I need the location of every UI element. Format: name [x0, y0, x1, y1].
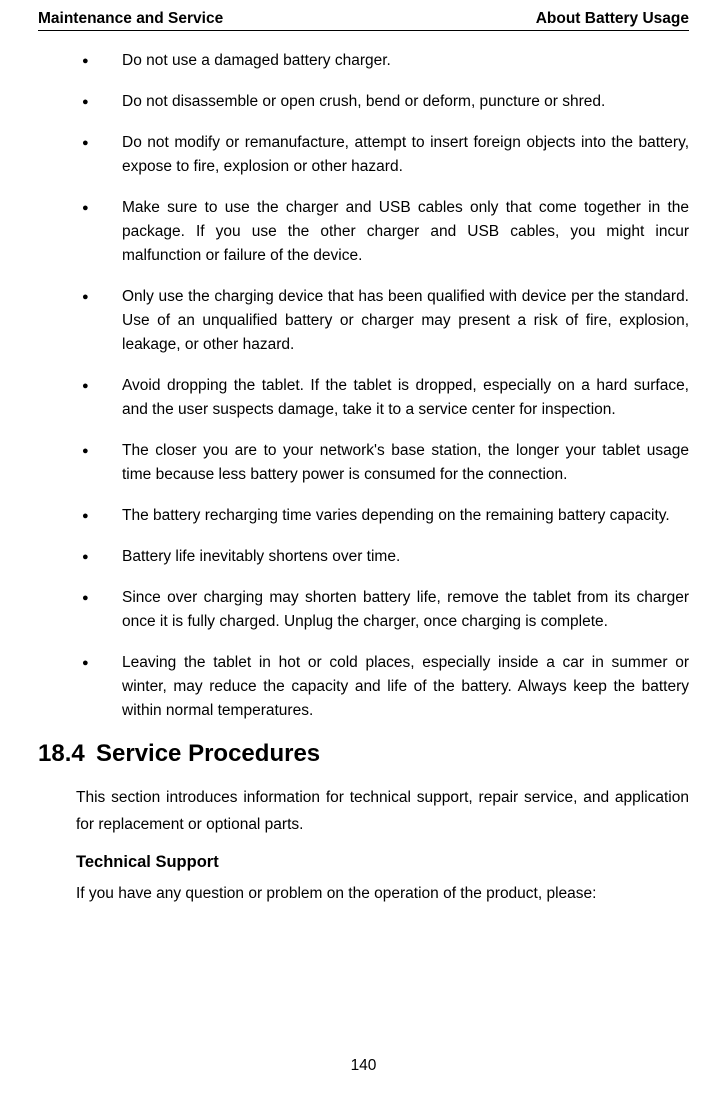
list-item: Do not use a damaged battery charger. — [76, 49, 689, 73]
subsection-body: If you have any question or problem on t… — [76, 882, 689, 906]
list-item: Since over charging may shorten battery … — [76, 586, 689, 634]
subsection-heading: Technical Support — [76, 853, 689, 872]
header-left: Maintenance and Service — [38, 10, 223, 28]
page-number: 140 — [0, 1057, 727, 1075]
list-item: The closer you are to your network's bas… — [76, 439, 689, 487]
page: Maintenance and Service About Battery Us… — [0, 0, 727, 1105]
list-item: Battery life inevitably shortens over ti… — [76, 545, 689, 569]
bullet-list: Do not use a damaged battery charger. Do… — [76, 49, 689, 723]
list-item: Make sure to use the charger and USB cab… — [76, 196, 689, 268]
body-content: Do not use a damaged battery charger. Do… — [38, 49, 689, 906]
section-heading: 18.4Service Procedures — [38, 740, 689, 768]
list-item: Avoid dropping the tablet. If the tablet… — [76, 374, 689, 422]
section-number: 18.4 — [38, 740, 96, 768]
list-item: Do not disassemble or open crush, bend o… — [76, 90, 689, 114]
list-item: Only use the charging device that has be… — [76, 285, 689, 357]
section-title: Service Procedures — [96, 740, 320, 767]
list-item: The battery recharging time varies depen… — [76, 504, 689, 528]
header-right: About Battery Usage — [536, 10, 689, 28]
list-item: Leaving the tablet in hot or cold places… — [76, 651, 689, 723]
list-item: Do not modify or remanufacture, attempt … — [76, 131, 689, 179]
page-header: Maintenance and Service About Battery Us… — [38, 10, 689, 31]
section-intro: This section introduces information for … — [76, 784, 689, 838]
